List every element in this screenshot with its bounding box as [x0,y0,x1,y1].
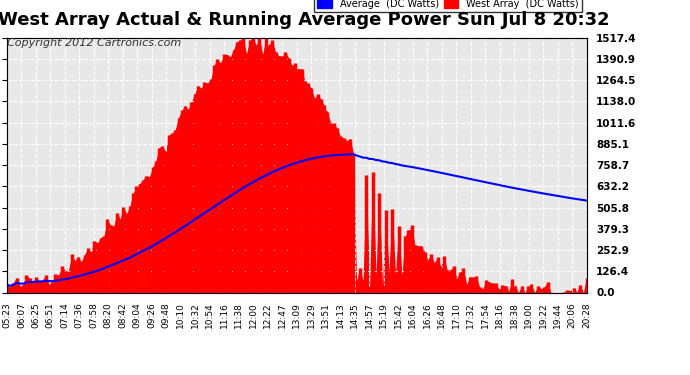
Text: Copyright 2012 Cartronics.com: Copyright 2012 Cartronics.com [7,38,181,48]
Legend: Average  (DC Watts), West Array  (DC Watts): Average (DC Watts), West Array (DC Watts… [315,0,582,12]
Text: West Array Actual & Running Average Power Sun Jul 8 20:32: West Array Actual & Running Average Powe… [0,11,609,29]
